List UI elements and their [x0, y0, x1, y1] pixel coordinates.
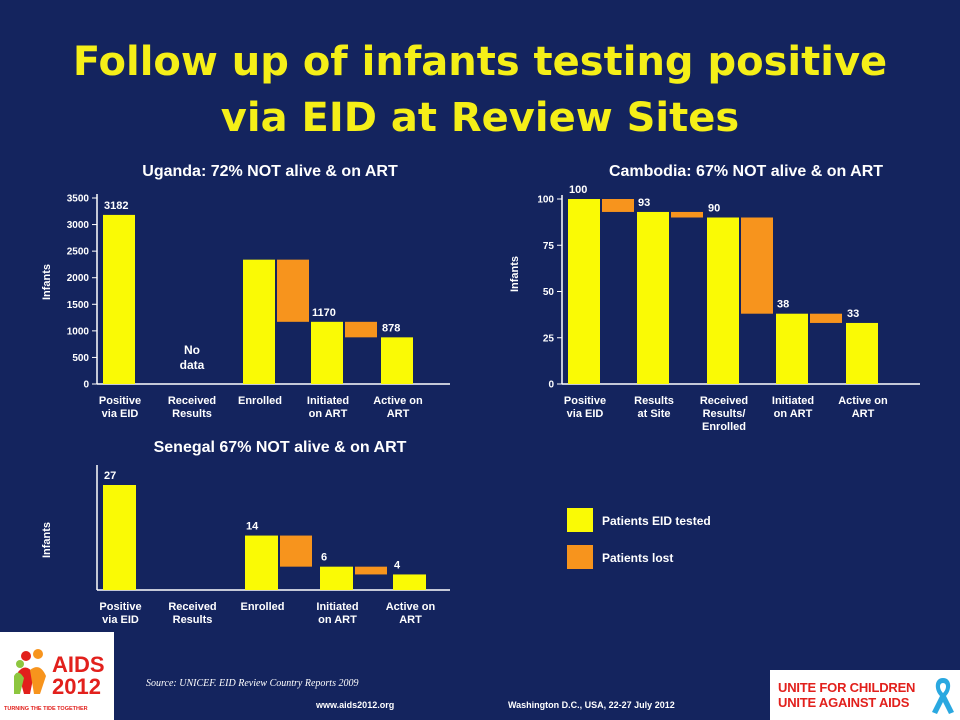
senegal-category-label: Initiated on ART	[316, 601, 358, 626]
cambodia-data-label: 100	[569, 184, 587, 196]
cambodia-data-label: 93	[638, 197, 650, 209]
logo-right-line1: UNITE FOR CHILDREN	[778, 680, 916, 695]
uganda-category-label: Initiated on ART	[307, 395, 349, 420]
uganda-y-axis-label: Infants	[41, 264, 53, 300]
senegal-y-axis-label: Infants	[41, 522, 53, 558]
cambodia-bar-tested	[776, 313, 808, 384]
senegal-bar-tested	[320, 566, 353, 590]
cambodia-bar-tested	[568, 199, 600, 384]
logo-figure-head-green-icon	[16, 660, 24, 668]
cambodia-bar-tested	[637, 211, 669, 384]
logo-ribbon-figure-icon	[18, 667, 34, 694]
senegal-bar-lost	[355, 566, 387, 575]
chart-uganda: Uganda: 72% NOT alive & on ART Infants 0 50…	[41, 163, 450, 420]
unicef-campaign-logo: UNITE FOR CHILDREN UNITE AGAINST AIDS	[770, 670, 960, 720]
uganda-annotation: No data	[180, 343, 205, 372]
cambodia-tick-label: 75	[543, 241, 555, 252]
uganda-data-label: 1170	[312, 307, 336, 319]
senegal-data-label: 27	[104, 470, 116, 482]
slide-title-line2: via EID at Review Sites	[220, 95, 740, 141]
uganda-bar-tested	[311, 321, 343, 384]
senegal-category-label: Received Results	[168, 601, 216, 626]
senegal-data-label: 6	[321, 552, 327, 564]
uganda-tick-label: 3500	[67, 194, 90, 205]
logo-figure-head-orange-icon	[33, 649, 43, 659]
chart-cambodia: Cambodia: 67% NOT alive & on ART Infants 0…	[509, 163, 920, 433]
cambodia-category-label: Initiated on ART	[772, 395, 814, 420]
slide-title: Follow up of infants testing positive vi…	[0, 34, 960, 146]
logo-tagline-text: TURNING THE TIDE TOGETHER	[4, 706, 88, 712]
senegal-bar-tested	[103, 485, 136, 590]
senegal-bar-tested	[393, 574, 426, 590]
cambodia-bar-tested	[846, 322, 878, 384]
senegal-data-label: 4	[394, 559, 401, 571]
awareness-ribbon-icon	[932, 678, 954, 714]
uganda-category-label: Enrolled	[238, 395, 282, 407]
uganda-data-label: 878	[382, 322, 400, 334]
legend-label-tested: Patients EID tested	[602, 514, 711, 528]
uganda-bar-lost	[277, 259, 309, 322]
aids2012-logo: AIDS 2012 TURNING THE TIDE TOGETHER	[0, 632, 114, 720]
cambodia-chart-title: Cambodia: 67% NOT alive & on ART	[609, 163, 883, 180]
senegal-category-label: Active on ART	[386, 601, 436, 626]
uganda-tick-label: 2000	[67, 273, 90, 284]
uganda-tick-label: 0	[83, 380, 89, 391]
uganda-bar-tested	[103, 214, 135, 384]
cambodia-bar-lost	[741, 217, 773, 314]
uganda-category-label: Active on ART	[373, 395, 423, 420]
logo-figure-head-red-icon	[21, 651, 31, 661]
chart-senegal: Senegal 67% NOT alive & on ART Infants 27 P…	[41, 439, 450, 626]
uganda-tick-label: 3000	[67, 220, 90, 231]
cambodia-bar-tested	[707, 217, 739, 384]
legend: Patients EID tested Patients lost	[567, 508, 711, 569]
senegal-bar-tested	[245, 535, 278, 590]
legend-swatch-lost	[567, 545, 593, 569]
cambodia-tick-label: 50	[543, 287, 555, 298]
footer-url[interactable]: www.aids2012.org	[316, 700, 395, 710]
cambodia-data-label: 33	[847, 308, 859, 320]
uganda-chart-title: Uganda: 72% NOT alive & on ART	[142, 163, 398, 180]
logo-year-text: 2012	[52, 674, 101, 699]
uganda-tick-label: 500	[72, 353, 89, 364]
cambodia-category-label: Received Results/Enrolled	[700, 395, 748, 433]
legend-swatch-tested	[567, 508, 593, 532]
senegal-bar-lost	[280, 535, 312, 567]
uganda-bar-tested	[243, 259, 275, 384]
uganda-tick-label: 1000	[67, 326, 90, 337]
uganda-data-label: 3182	[104, 200, 128, 212]
logo-aids-text: AIDS	[52, 652, 105, 677]
uganda-category-label: Positive via EID	[99, 395, 141, 420]
cambodia-y-axis-label: Infants	[509, 256, 521, 292]
senegal-category-label: Enrolled	[240, 601, 284, 613]
cambodia-tick-label: 25	[543, 333, 555, 344]
aids2012-logo-graphic: AIDS 2012 TURNING THE TIDE TOGETHER	[4, 649, 105, 712]
logo-right-line2: UNITE AGAINST AIDS	[778, 695, 910, 710]
uganda-category-label: Received Results	[168, 395, 216, 420]
cambodia-data-label: 90	[708, 203, 720, 215]
senegal-data-label: 14	[246, 521, 259, 533]
senegal-category-label: Positive via EID	[99, 601, 141, 626]
uganda-tick-label: 1500	[67, 300, 90, 311]
footer-event: Washington D.C., USA, 22-27 July 2012	[508, 700, 675, 710]
cambodia-category-label: Results at Site	[634, 395, 674, 420]
cambodia-bar-lost	[671, 211, 703, 218]
cambodia-bar-lost	[810, 313, 842, 323]
senegal-chart-title: Senegal 67% NOT alive & on ART	[154, 439, 407, 456]
logo-figure-body-orange-icon	[30, 667, 46, 694]
legend-label-lost: Patients lost	[602, 551, 673, 565]
slide-title-line1: Follow up of infants testing positive	[72, 39, 888, 85]
cambodia-category-label: Positive via EID	[564, 395, 606, 420]
uganda-tick-label: 2500	[67, 247, 90, 258]
cambodia-tick-label: 0	[548, 380, 554, 391]
cambodia-data-label: 38	[777, 299, 789, 311]
uganda-bar-lost	[345, 321, 377, 338]
logo-figure-body-green-icon	[14, 672, 24, 694]
cambodia-bar-lost	[602, 199, 634, 212]
uganda-bar-tested	[381, 337, 413, 384]
source-note: Source: UNICEF. EID Review Country Repor…	[146, 678, 359, 689]
cambodia-tick-label: 100	[537, 195, 554, 206]
cambodia-category-label: Active on ART	[838, 395, 888, 420]
